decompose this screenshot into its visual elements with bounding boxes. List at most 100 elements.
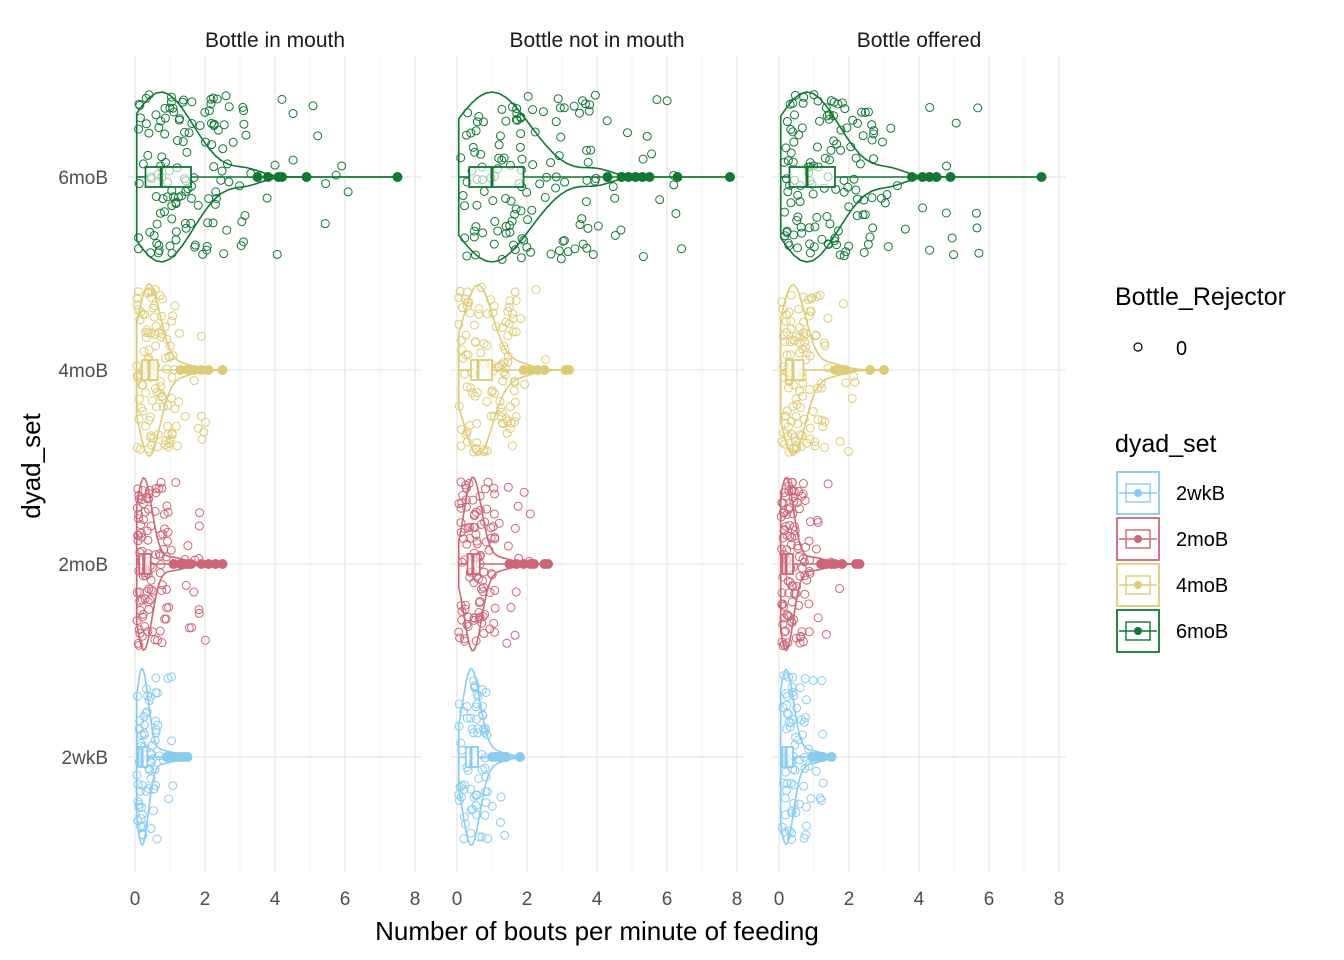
jitter-point [151,321,161,331]
jitter-point [824,114,834,124]
outlier-point [182,752,193,762]
jitter-point [461,502,471,512]
jitter-point [134,509,144,519]
jitter-point [602,116,612,126]
facet-panel: Bottle not in mouth [450,29,744,872]
jitter-point [208,93,218,103]
jitter-point [241,130,251,140]
jitter-point [456,153,466,163]
jitter-point [459,707,469,717]
jitter-point [801,802,811,812]
jitter-point [798,554,808,564]
jitter-point [835,250,845,260]
jitter-point [479,567,489,577]
jitter-point [792,703,802,713]
jitter-point [836,125,846,135]
jitter-point [516,314,526,324]
jitter-point [824,239,834,249]
jitter-point [580,99,590,109]
jitter-point [795,338,805,348]
jitter-point [144,345,154,355]
jitter-point [810,222,820,232]
jitter-point [476,149,486,159]
jitter-point [798,489,808,499]
jitter-point [472,790,482,800]
jitter-point [878,137,888,147]
jitter-point [472,689,482,699]
jitter-point [588,249,598,259]
box [781,746,794,768]
jitter-point [143,535,153,545]
jitter-point [186,623,196,633]
jitter-point [782,610,792,620]
jitter-point [844,446,854,456]
jitter-point [795,197,805,207]
jitter-point [798,98,808,108]
jitter-point [546,249,556,259]
jitter-point [270,160,280,170]
outlier-point [837,559,847,569]
jitter-point [829,111,839,121]
jitter-point [797,491,807,501]
jitter-point [262,193,272,203]
jitter-point [778,702,788,712]
jitter-point [974,248,984,258]
x-tick-label: 8 [1054,889,1065,910]
jitter-point [142,586,152,596]
jitter-point [469,226,479,236]
jitter-point [474,111,484,121]
jitter-point [459,784,469,794]
jitter-point [463,297,473,307]
jitter-point [141,333,151,343]
jitter-point [800,589,810,599]
jitter-point [161,614,171,624]
jitter-point [483,477,493,487]
jitter-point [476,519,486,529]
jitter-point [868,129,878,139]
jitter-point [809,90,819,100]
x-tick-label: 8 [410,889,421,910]
jitter-point [918,203,928,213]
outlier-point [252,172,263,182]
jitter-point [154,122,164,132]
jitter-point [155,376,165,386]
jitter-point [180,411,190,421]
jitter-point [779,439,789,449]
jitter-point [797,627,807,637]
jitter-point [841,378,851,388]
jitter-point [144,494,154,504]
jitter-point [194,521,204,531]
jitter-point [163,536,173,546]
jitter-point [802,575,812,585]
outlier-point [392,172,403,182]
jitter-point [184,128,194,138]
jitter-point [467,388,477,398]
jitter-point [174,397,184,407]
jitter-point [140,622,150,632]
jitter-point [949,250,959,260]
jitter-point [155,568,165,578]
jitter-point [151,673,161,683]
jitter-point [134,233,144,243]
jitter-point [193,423,203,433]
jitter-point [469,615,479,625]
jitter-point [558,236,568,246]
jitter-point [134,124,144,134]
jitter-point [777,588,787,598]
jitter-point [823,313,833,323]
jitter-point [160,113,170,123]
jitter-point [494,518,504,528]
jitter-point [151,550,161,560]
facet-strip-title: Bottle in mouth [205,29,345,52]
jitter-point [801,821,811,831]
jitter-point [523,215,533,225]
jitter-point [786,198,796,208]
jitter-point [163,421,173,431]
jitter-point [616,225,626,235]
jitter-point [167,736,177,746]
jitter-point [789,230,799,240]
jitter-point [181,580,191,590]
jitter-point [469,613,479,623]
jitter-point [479,727,489,737]
jitter-point [801,830,811,840]
